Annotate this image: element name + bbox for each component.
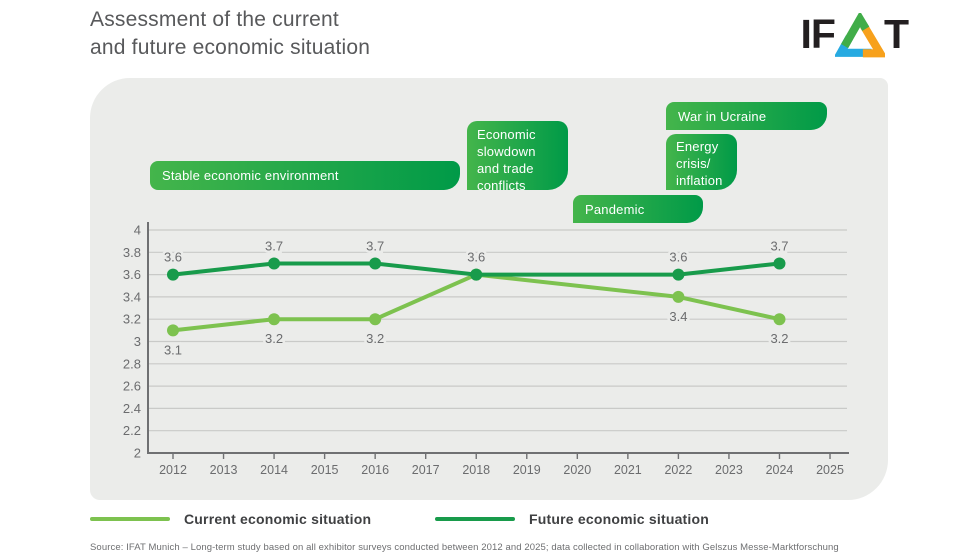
x-tick-label: 2023	[715, 463, 743, 477]
data-label: 3.6	[669, 250, 687, 265]
data-point	[773, 313, 786, 326]
data-label: 3.2	[770, 331, 788, 346]
data-label: 3.7	[770, 238, 788, 253]
x-tick-label: 2015	[311, 463, 339, 477]
x-tick-label: 2016	[361, 463, 389, 477]
annotation-war-in-ucraine: War in Ucraine	[666, 102, 827, 130]
data-point	[672, 290, 685, 303]
legend-item-current: Current economic situation	[90, 511, 371, 527]
y-tick-label: 2	[134, 446, 141, 461]
data-point	[369, 257, 382, 270]
data-point	[773, 257, 786, 270]
data-label: 3.7	[366, 238, 384, 253]
ifat-logo-text-if: IF	[800, 10, 836, 57]
y-tick-label: 3.4	[123, 289, 141, 304]
x-tick-label: 2017	[412, 463, 440, 477]
y-tick-label: 3	[134, 334, 141, 349]
data-point	[167, 324, 179, 337]
current-series-swatch	[90, 516, 170, 522]
annotation-economic-slowdown: Economic slowdown and trade conflicts	[467, 121, 568, 193]
y-tick-label: 2.2	[123, 423, 141, 438]
annotation-stable-economic-environment: Stable economic environment	[150, 161, 460, 190]
page-title-line1: Assessment of the current	[90, 8, 339, 31]
series-line	[171, 272, 782, 333]
legend-label-current: Current economic situation	[184, 511, 372, 527]
data-point	[369, 313, 382, 326]
x-tick-label: 2024	[766, 463, 794, 477]
data-label: 3.6	[467, 250, 485, 265]
data-label: 3.1	[164, 342, 182, 357]
series-line	[171, 261, 782, 277]
legend-item-future: Future economic situation	[435, 511, 709, 527]
y-tick-label: 4	[134, 223, 141, 238]
source-note: Source: IFAT Munich – Long-term study ba…	[90, 542, 839, 553]
annotation-energy-crisis: Energy crisis/ inflation	[666, 134, 737, 190]
ifat-logo: IF T	[800, 10, 909, 57]
page-title-line2: and future economic situation	[90, 36, 371, 59]
page-title: Assessment of the current and future eco…	[90, 6, 370, 62]
data-point	[268, 313, 281, 326]
x-tick-label: 2013	[210, 463, 238, 477]
x-tick-label: 2025	[816, 463, 844, 477]
y-tick-label: 2.8	[123, 356, 141, 371]
data-point	[672, 268, 685, 281]
ifat-triangle-icon	[834, 12, 885, 57]
data-point	[167, 268, 179, 281]
x-tick-label: 2022	[664, 463, 692, 477]
y-tick-label: 3.8	[123, 245, 141, 260]
x-tick-label: 2018	[462, 463, 490, 477]
annotation-pandemic: Pandemic	[573, 195, 703, 223]
x-tick-label: 2020	[563, 463, 591, 477]
data-label: 3.4	[669, 309, 687, 324]
data-label: 3.6	[164, 250, 182, 265]
x-tick-label: 2012	[159, 463, 187, 477]
ifat-logo-text-t: T	[883, 10, 909, 57]
data-label: 3.2	[366, 331, 384, 346]
data-label: 3.7	[265, 238, 283, 253]
data-point	[470, 268, 483, 281]
x-tick-label: 2021	[614, 463, 642, 477]
data-point	[268, 257, 281, 270]
x-tick-label: 2014	[260, 463, 288, 477]
legend-label-future: Future economic situation	[529, 511, 710, 527]
y-tick-label: 3.2	[123, 312, 141, 327]
y-tick-label: 2.6	[123, 379, 141, 394]
data-label: 3.2	[265, 331, 283, 346]
future-series-swatch	[435, 516, 515, 522]
y-tick-label: 3.6	[123, 267, 141, 282]
y-tick-label: 2.4	[123, 401, 141, 416]
x-tick-label: 2019	[513, 463, 541, 477]
